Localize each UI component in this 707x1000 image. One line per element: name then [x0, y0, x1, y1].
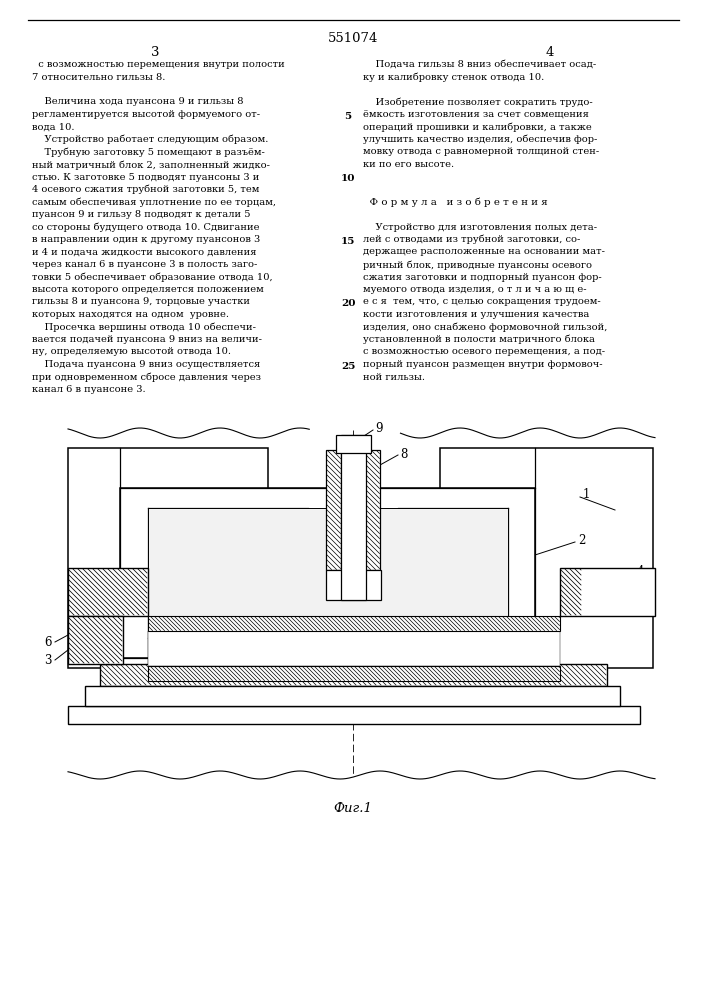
Bar — [120, 488, 535, 658]
Bar — [68, 706, 640, 724]
Text: Устройство для изготовления полых дета-: Устройство для изготовления полых дета- — [363, 223, 597, 232]
Text: канал 6 в пуансоне 3.: канал 6 в пуансоне 3. — [32, 385, 146, 394]
Text: улучшить качество изделия, обеспечив фор-: улучшить качество изделия, обеспечив фор… — [363, 135, 597, 144]
Text: 7 относительно гильзы 8.: 7 относительно гильзы 8. — [32, 73, 165, 82]
Bar — [148, 508, 508, 638]
Text: 7: 7 — [246, 568, 254, 582]
Text: самым обеспечивая уплотнение по ее торцам,: самым обеспечивая уплотнение по ее торца… — [32, 198, 276, 207]
Text: порный пуансон размещен внутри формовоч-: порный пуансон размещен внутри формовоч- — [363, 360, 602, 369]
Bar — [336, 435, 371, 453]
Text: 2: 2 — [578, 534, 585, 548]
Bar — [68, 616, 123, 664]
Text: со стороны будущего отвода 10. Сдвигание: со стороны будущего отвода 10. Сдвигание — [32, 223, 259, 232]
Text: 3: 3 — [151, 46, 159, 59]
Text: регламентируется высотой формуемого от-: регламентируется высотой формуемого от- — [32, 110, 260, 119]
Text: ку и калибровку стенок отвода 10.: ку и калибровку стенок отвода 10. — [363, 73, 544, 82]
Text: 8: 8 — [400, 448, 407, 460]
Text: Фиг.1: Фиг.1 — [334, 802, 373, 815]
Text: сжатия заготовки и подпорный пуансон фор-: сжатия заготовки и подпорный пуансон фор… — [363, 272, 602, 282]
Text: держащее расположенные на основании мат-: держащее расположенные на основании мат- — [363, 247, 605, 256]
Text: 15: 15 — [341, 237, 355, 246]
Text: установленной в полости матричного блока: установленной в полости матричного блока — [363, 335, 595, 344]
Text: вода 10.: вода 10. — [32, 122, 74, 131]
Text: 4 осевого сжатия трубной заготовки 5, тем: 4 осевого сжатия трубной заготовки 5, те… — [32, 185, 259, 194]
Text: с возможностью осевого перемещения, а под-: с возможностью осевого перемещения, а по… — [363, 348, 605, 357]
Text: ричный блок, приводные пуансоны осевого: ричный блок, приводные пуансоны осевого — [363, 260, 592, 269]
Text: 5: 5 — [349, 688, 357, 702]
Bar — [341, 435, 366, 600]
Text: и 4 и подача жидкости высокого давления: и 4 и подача жидкости высокого давления — [32, 247, 257, 256]
Text: ной гильзы.: ной гильзы. — [363, 372, 425, 381]
Text: Величина хода пуансона 9 и гильзы 8: Величина хода пуансона 9 и гильзы 8 — [32, 98, 243, 106]
Text: операций прошивки и калибровки, а также: операций прошивки и калибровки, а также — [363, 122, 592, 132]
Text: 3: 3 — [45, 654, 52, 668]
Text: пуансон 9 и гильзу 8 подводят к детали 5: пуансон 9 и гильзу 8 подводят к детали 5 — [32, 210, 250, 219]
Text: 20: 20 — [341, 299, 355, 308]
Text: с возможностью перемещения внутри полости: с возможностью перемещения внутри полост… — [32, 60, 285, 69]
Bar — [326, 570, 381, 600]
Text: 9: 9 — [375, 422, 382, 436]
Text: Ф о р м у л а   и з о б р е т е н и я: Ф о р м у л а и з о б р е т е н и я — [363, 198, 548, 207]
Text: 25: 25 — [341, 362, 355, 371]
Bar — [440, 448, 653, 668]
Bar — [85, 686, 620, 706]
Text: ный матричный блок 2, заполненный жидко-: ный матричный блок 2, заполненный жидко- — [32, 160, 270, 169]
Text: 551074: 551074 — [328, 32, 378, 45]
Text: товки 5 обеспечивает образование отвода 10,: товки 5 обеспечивает образование отвода … — [32, 272, 273, 282]
Text: 5: 5 — [344, 112, 351, 121]
Text: при одновременном сбросе давления через: при одновременном сбросе давления через — [32, 372, 261, 382]
Text: 1: 1 — [583, 488, 590, 502]
Text: Подача гильзы 8 вниз обеспечивает осад-: Подача гильзы 8 вниз обеспечивает осад- — [363, 60, 596, 69]
Text: Устройство работает следующим образом.: Устройство работает следующим образом. — [32, 135, 269, 144]
Text: е с я  тем, что, с целью сокращения трудоем-: е с я тем, что, с целью сокращения трудо… — [363, 298, 601, 306]
Bar — [68, 568, 148, 616]
Bar — [148, 631, 560, 666]
Text: стью. К заготовке 5 подводят пуансоны 3 и: стью. К заготовке 5 подводят пуансоны 3 … — [32, 172, 259, 182]
Text: вается подачей пуансона 9 вниз на величи-: вается подачей пуансона 9 вниз на величи… — [32, 335, 262, 344]
Bar — [148, 616, 560, 631]
Text: Изобретение позволяет сократить трудо-: Изобретение позволяет сократить трудо- — [363, 98, 592, 107]
Text: 4: 4 — [546, 46, 554, 59]
Bar — [68, 448, 268, 668]
Text: в направлении один к другому пуансонов 3: в направлении один к другому пуансонов 3 — [32, 235, 260, 244]
Bar — [365, 450, 380, 570]
Text: 10: 10 — [341, 174, 355, 183]
Text: изделия, оно снабжено формовочной гильзой,: изделия, оно снабжено формовочной гильзо… — [363, 322, 607, 332]
Text: ну, определяемую высотой отвода 10.: ну, определяемую высотой отвода 10. — [32, 348, 231, 357]
Text: 6: 6 — [45, 637, 52, 650]
Text: кости изготовления и улучшения качества: кости изготовления и улучшения качества — [363, 310, 590, 319]
Bar — [148, 666, 560, 681]
Text: ёмкость изготовления за счет совмещения: ёмкость изготовления за счет совмещения — [363, 110, 589, 119]
Text: муемого отвода изделия, о т л и ч а ю щ е-: муемого отвода изделия, о т л и ч а ю щ … — [363, 285, 587, 294]
Text: Подача пуансона 9 вниз осуществляется: Подача пуансона 9 вниз осуществляется — [32, 360, 260, 369]
Text: которых находятся на одном  уровне.: которых находятся на одном уровне. — [32, 310, 229, 319]
Text: мовку отвода с равномерной толщиной стен-: мовку отвода с равномерной толщиной стен… — [363, 147, 600, 156]
Text: Трубную заготовку 5 помещают в разъём-: Трубную заготовку 5 помещают в разъём- — [32, 147, 265, 157]
Text: Просечка вершины отвода 10 обеспечи-: Просечка вершины отвода 10 обеспечи- — [32, 322, 256, 332]
Bar — [326, 450, 341, 570]
Bar — [100, 664, 607, 686]
Text: через канал 6 в пуансоне 3 в полость заго-: через канал 6 в пуансоне 3 в полость заг… — [32, 260, 257, 269]
Text: 4: 4 — [636, 565, 644, 578]
Text: гильзы 8 и пуансона 9, торцовые участки: гильзы 8 и пуансона 9, торцовые участки — [32, 298, 250, 306]
Text: высота которого определяется положением: высота которого определяется положением — [32, 285, 264, 294]
Text: лей с отводами из трубной заготовки, со-: лей с отводами из трубной заготовки, со- — [363, 235, 580, 244]
Text: ки по его высоте.: ки по его высоте. — [363, 160, 454, 169]
Bar — [560, 568, 655, 616]
